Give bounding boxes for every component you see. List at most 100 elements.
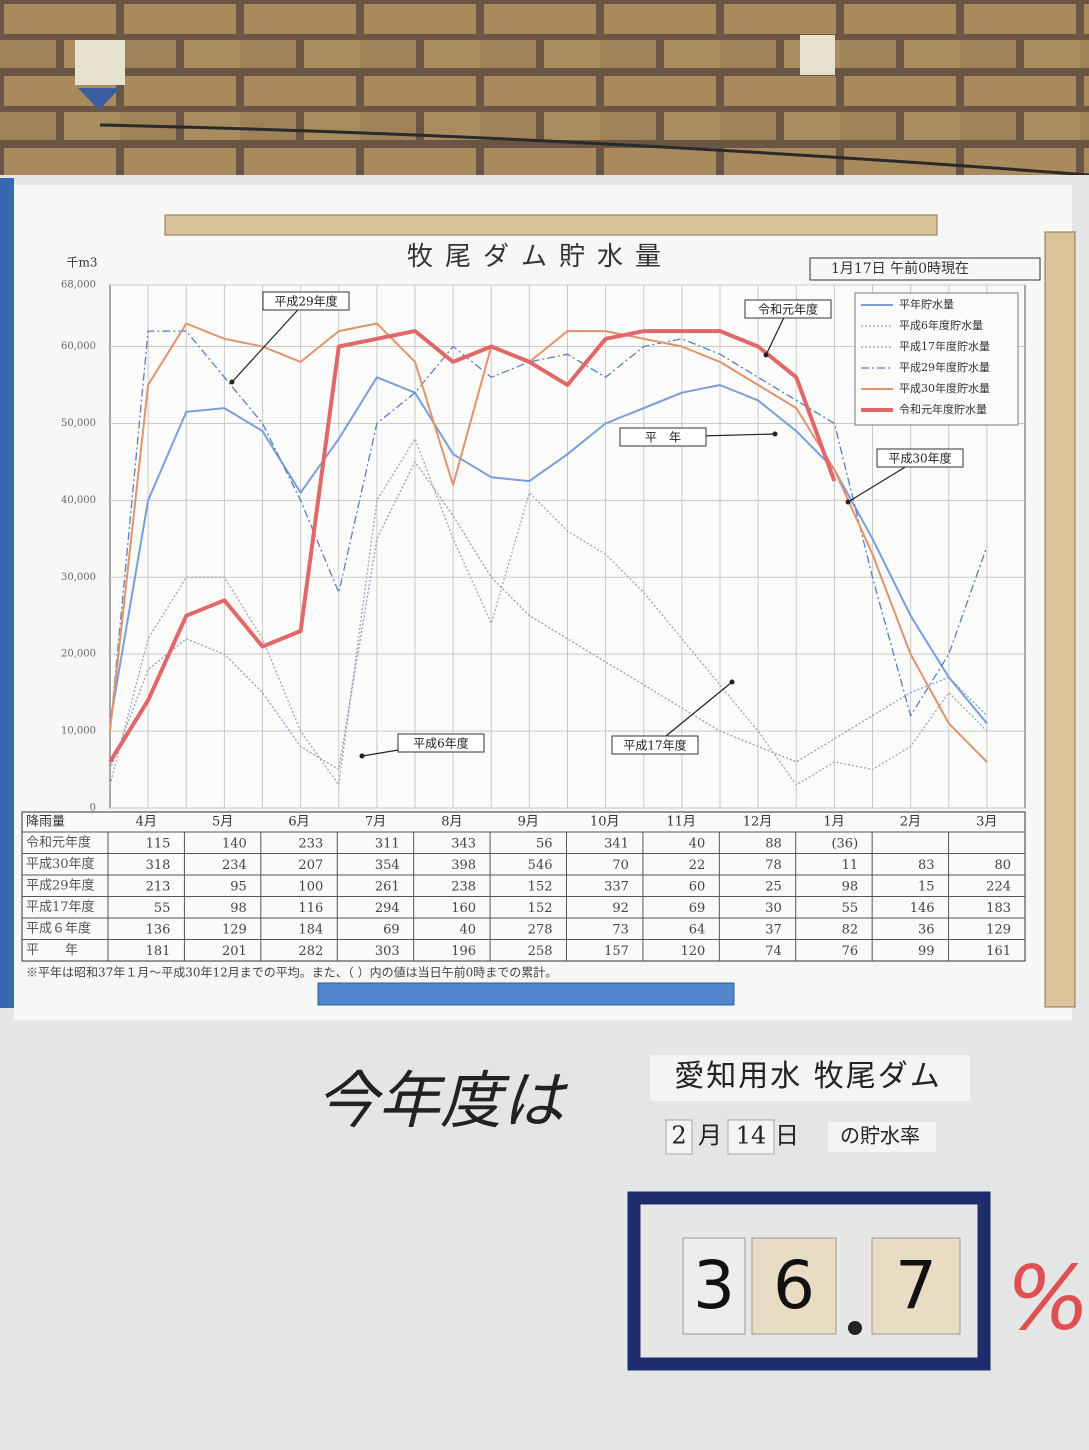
rain-value: 398	[451, 858, 476, 873]
rain-value: 36	[918, 922, 935, 937]
series-line	[109, 322, 988, 763]
chart-subtitle: 1月17日 午前0時現在	[831, 260, 969, 277]
series-line	[109, 461, 988, 771]
rain-value: 95	[230, 879, 247, 894]
wall-box	[800, 35, 835, 75]
digit-card	[871, 1237, 961, 1335]
rain-value: 152	[528, 879, 553, 894]
annotation-label: 平成29年度	[274, 295, 337, 309]
rain-value: 161	[986, 944, 1011, 959]
legend-label: 令和元年度貯水量	[899, 402, 987, 416]
month-header: 12月	[743, 815, 773, 830]
rain-value: 74	[765, 944, 782, 959]
rain-value: (36)	[831, 836, 858, 851]
rain-value: 294	[375, 901, 400, 916]
digit-card	[682, 1237, 746, 1335]
rain-value: 40	[689, 836, 706, 851]
rain-value: 69	[689, 901, 706, 916]
rain-value: 80	[994, 858, 1011, 873]
rate-digit: 6	[773, 1247, 815, 1324]
rain-value: 73	[612, 922, 629, 937]
rain-value: 82	[842, 922, 859, 937]
y-tick-label: 30,000	[61, 572, 96, 583]
rain-value: 88	[765, 836, 782, 851]
rain-value: 213	[146, 879, 171, 894]
row-name: 令和元年度	[26, 834, 91, 850]
wall-fixture	[78, 88, 120, 110]
annotation-arrow-head	[763, 352, 769, 358]
annotation-label: 平成30年度	[888, 452, 951, 466]
plot: 0 10,000 20,000 30,000 40,000 50,000 60,000 68,…	[61, 280, 1025, 814]
rain-value: 129	[986, 922, 1011, 937]
annotation-arrow-head	[229, 379, 235, 385]
rain-value: 234	[222, 858, 247, 873]
rate-digit: 3	[693, 1247, 735, 1324]
table-label: 降雨量	[26, 815, 65, 830]
rate-label-plate	[828, 1122, 936, 1152]
rain-value: 233	[298, 836, 323, 851]
month-header: 6月	[288, 815, 309, 830]
annotation-box	[744, 299, 832, 319]
month-header: 2月	[900, 815, 921, 830]
rain-value: 56	[536, 836, 553, 851]
legend-box	[854, 292, 1019, 426]
rain-value: 55	[842, 901, 859, 916]
rain-value: 196	[451, 944, 476, 959]
wall-box	[75, 40, 125, 85]
rain-value: 238	[451, 879, 476, 894]
y-tick-label: 20,000	[61, 649, 96, 660]
magnet-bar	[1044, 231, 1076, 1008]
subtitle-box	[809, 257, 1041, 281]
month-header: 4月	[136, 815, 157, 830]
rain-value: 341	[604, 836, 629, 851]
legend-label: 平成30年度貯水量	[899, 381, 990, 395]
rain-value: 129	[222, 922, 247, 937]
rain-value: 98	[230, 901, 247, 916]
rain-value: 303	[375, 944, 400, 959]
rain-value: 78	[765, 858, 782, 873]
y-tick-label: 50,000	[61, 418, 96, 429]
annotation-arrow	[654, 681, 733, 746]
digit-card	[751, 1237, 837, 1335]
annotation-box	[262, 291, 350, 311]
table-frame	[21, 811, 1026, 962]
y-tick-label: 40,000	[61, 495, 96, 506]
sign-title: 愛知用水 牧尾ダム	[674, 1059, 942, 1094]
rain-value: 546	[528, 858, 553, 873]
rain-value: 136	[146, 922, 171, 937]
month-header: 10月	[590, 815, 620, 830]
date-day-unit: 日	[775, 1122, 799, 1150]
annotation-box	[876, 448, 964, 468]
date-month-unit: 月	[698, 1122, 722, 1150]
legend-label: 平年貯水量	[899, 297, 954, 311]
y-tick-label: 68,000	[61, 280, 96, 291]
series-line	[108, 329, 837, 763]
rain-value: 25	[765, 879, 782, 894]
rain-value: 40	[460, 922, 477, 937]
rain-value: 160	[451, 901, 476, 916]
rain-value: 60	[689, 879, 706, 894]
annotation-box	[611, 735, 699, 755]
series-line	[109, 376, 988, 725]
rain-value: 354	[375, 858, 400, 873]
sign-plate	[650, 1055, 970, 1101]
row-name: 平成29年度	[26, 877, 95, 893]
rain-value: 278	[528, 922, 553, 937]
annotation-arrow-head	[729, 679, 735, 685]
rain-value: 311	[375, 836, 400, 851]
rain-value: 184	[298, 922, 323, 937]
rain-value: 343	[451, 836, 476, 851]
chart-title: 牧尾ダム貯水量	[407, 242, 673, 272]
y-axis-label: 千m3	[66, 256, 97, 270]
date-day: 14	[736, 1122, 767, 1150]
row-name: 平成17年度	[26, 899, 95, 915]
rain-value: 157	[604, 944, 629, 959]
rain-value: 152	[528, 901, 553, 916]
rain-value: 120	[681, 944, 706, 959]
rain-value: 258	[528, 944, 553, 959]
